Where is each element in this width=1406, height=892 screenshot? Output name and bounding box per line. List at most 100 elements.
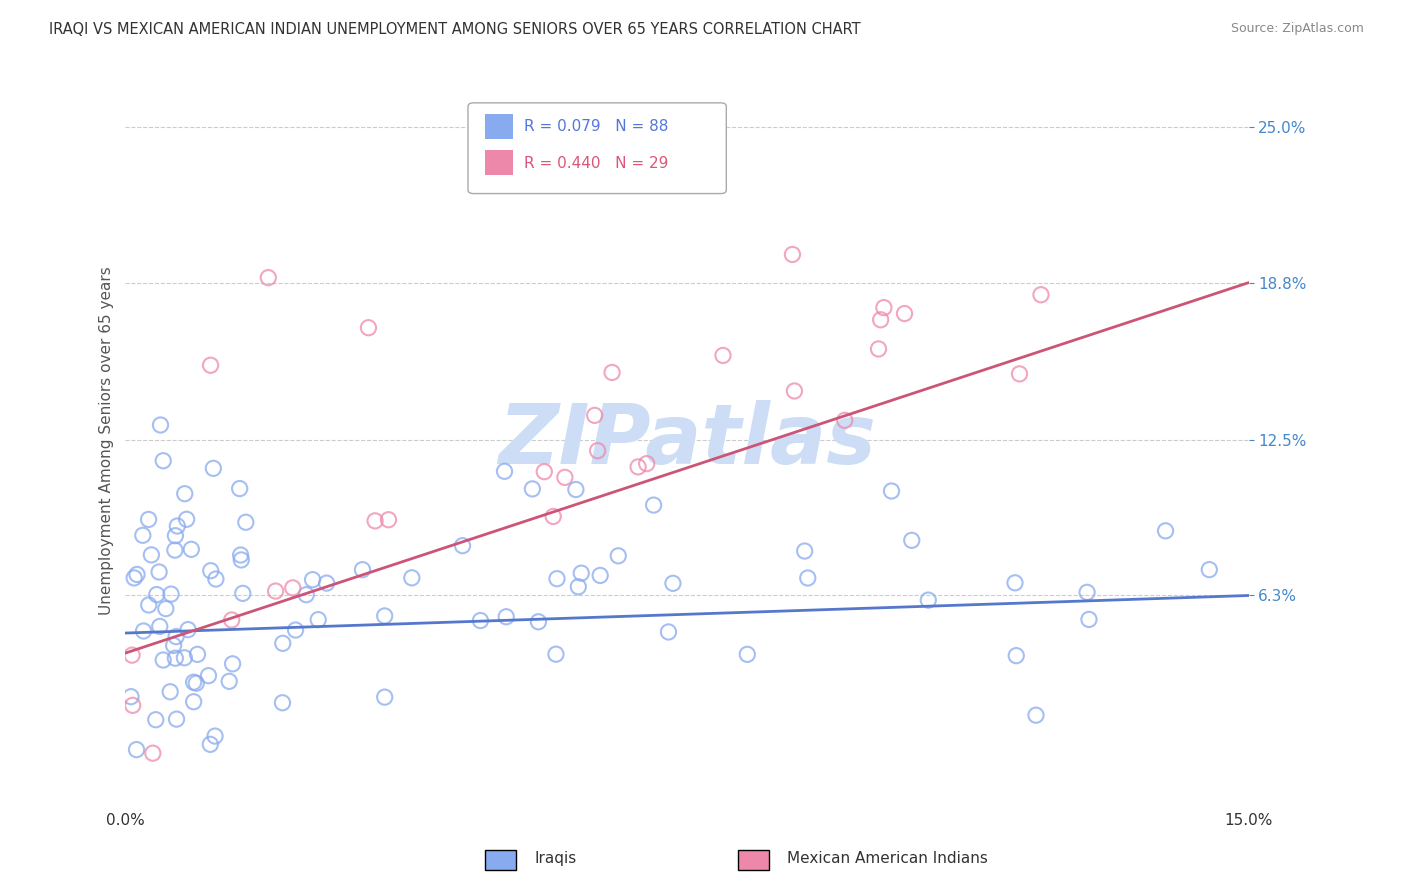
Point: [868, 342, 890, 356]
Point: [257, 270, 280, 285]
Point: [307, 613, 329, 627]
Point: [1076, 585, 1098, 599]
Text: R = 0.079   N = 88: R = 0.079 N = 88: [524, 120, 668, 135]
Point: [228, 482, 250, 496]
Point: [165, 630, 187, 644]
Point: [374, 690, 396, 705]
Point: [200, 358, 222, 372]
Point: [527, 615, 550, 629]
Point: [165, 651, 187, 665]
Point: [271, 696, 294, 710]
Point: [141, 548, 163, 562]
Point: [125, 742, 148, 756]
Point: [204, 729, 226, 743]
Point: [600, 366, 623, 380]
Point: [569, 566, 592, 581]
Point: [783, 384, 806, 398]
Point: [186, 648, 208, 662]
Point: [1005, 648, 1028, 663]
Text: ZIPatlas: ZIPatlas: [498, 400, 876, 481]
Point: [494, 464, 516, 478]
Point: [205, 572, 228, 586]
Point: [122, 571, 145, 585]
Point: [145, 588, 167, 602]
Point: [544, 647, 567, 661]
Point: [1025, 708, 1047, 723]
Point: [155, 601, 177, 615]
Point: [546, 572, 568, 586]
Point: [165, 529, 187, 543]
Point: [735, 648, 758, 662]
Point: [284, 623, 307, 637]
Point: [159, 685, 181, 699]
Point: [142, 746, 165, 760]
Point: [917, 593, 939, 607]
Point: [132, 624, 155, 638]
Text: Source: ZipAtlas.com: Source: ZipAtlas.com: [1230, 22, 1364, 36]
Point: [180, 542, 202, 557]
Point: [554, 470, 576, 484]
Point: [401, 571, 423, 585]
Point: [132, 528, 155, 542]
Point: [160, 587, 183, 601]
Point: [163, 543, 186, 558]
Text: Iraqis: Iraqis: [534, 851, 576, 865]
Point: [200, 737, 222, 751]
Point: [662, 576, 685, 591]
Point: [264, 584, 287, 599]
Point: [374, 609, 396, 624]
Point: [152, 653, 174, 667]
Point: [232, 586, 254, 600]
Point: [589, 568, 612, 582]
Point: [229, 548, 252, 562]
Point: [152, 454, 174, 468]
Point: [162, 639, 184, 653]
Point: [183, 675, 205, 690]
Point: [183, 695, 205, 709]
Point: [221, 613, 243, 627]
Point: [711, 348, 734, 362]
FancyBboxPatch shape: [468, 103, 727, 194]
Point: [271, 636, 294, 650]
Point: [177, 623, 200, 637]
Point: [301, 573, 323, 587]
Point: [149, 417, 172, 432]
Point: [121, 698, 143, 713]
Point: [873, 301, 896, 315]
Point: [793, 544, 815, 558]
Point: [1029, 287, 1052, 301]
Point: [315, 576, 337, 591]
Point: [166, 519, 188, 533]
Text: IRAQI VS MEXICAN AMERICAN INDIAN UNEMPLOYMENT AMONG SENIORS OVER 65 YEARS CORREL: IRAQI VS MEXICAN AMERICAN INDIAN UNEMPLO…: [49, 22, 860, 37]
Point: [364, 514, 387, 528]
Point: [149, 619, 172, 633]
Point: [173, 650, 195, 665]
Point: [880, 483, 903, 498]
Point: [834, 413, 856, 427]
Point: [173, 486, 195, 500]
Point: [607, 549, 630, 563]
Point: [533, 465, 555, 479]
Point: [586, 443, 609, 458]
Point: [295, 588, 318, 602]
Point: [470, 614, 492, 628]
Point: [197, 668, 219, 682]
FancyBboxPatch shape: [485, 150, 513, 176]
Point: [148, 565, 170, 579]
Point: [797, 571, 820, 585]
Point: [377, 513, 399, 527]
Point: [1078, 612, 1101, 626]
Point: [125, 567, 148, 582]
Point: [166, 712, 188, 726]
Point: [1198, 563, 1220, 577]
Point: [541, 509, 564, 524]
Point: [583, 409, 606, 423]
Point: [565, 483, 588, 497]
Point: [121, 648, 143, 662]
Text: R = 0.440   N = 29: R = 0.440 N = 29: [524, 155, 668, 170]
Point: [900, 533, 922, 548]
Point: [357, 320, 380, 334]
Point: [495, 609, 517, 624]
Point: [1004, 575, 1026, 590]
Point: [657, 624, 679, 639]
